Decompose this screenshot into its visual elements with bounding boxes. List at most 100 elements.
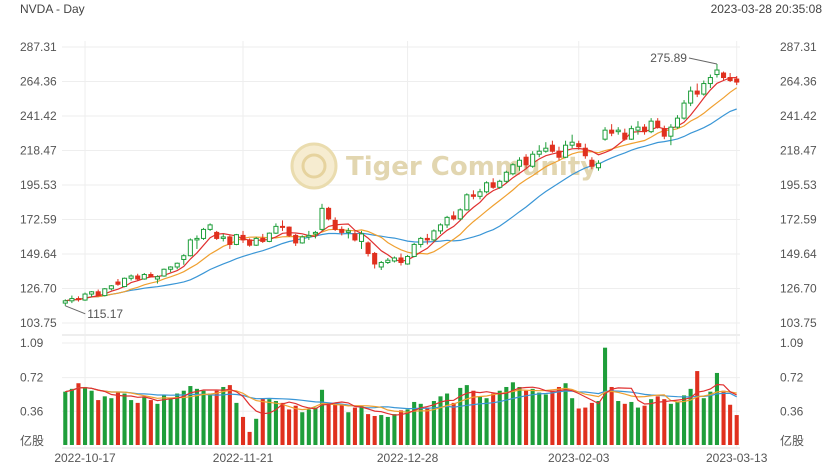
candle — [615, 127, 621, 135]
candle — [168, 266, 174, 273]
volume-bar — [214, 390, 219, 445]
candle-body — [128, 275, 134, 279]
candle-body — [556, 150, 562, 158]
volume-bar — [491, 393, 496, 445]
candle-body — [233, 234, 239, 245]
candle-body — [444, 216, 450, 226]
candle-body — [576, 143, 582, 148]
candle-body — [437, 224, 444, 232]
volume-bar — [412, 401, 417, 445]
volume-bar — [477, 396, 483, 445]
candle-body — [424, 237, 430, 241]
candle-body — [108, 285, 114, 290]
volume-bar — [385, 416, 390, 445]
candle-body — [734, 78, 740, 83]
candle-body — [75, 298, 81, 301]
candle — [200, 227, 207, 240]
candle-body — [220, 236, 226, 239]
candle — [286, 226, 292, 237]
candle-body — [595, 162, 602, 169]
candle — [714, 64, 720, 78]
price-tick-left: 172.59 — [20, 212, 57, 226]
candle — [240, 230, 246, 243]
candle — [121, 277, 128, 288]
candle — [95, 289, 101, 297]
volume-bar — [418, 403, 423, 445]
volume-unit-left: 亿股 — [20, 433, 44, 448]
high-label: 275.89 — [650, 51, 687, 65]
candle-body — [668, 126, 674, 137]
candle — [418, 236, 424, 248]
candle-body — [707, 77, 713, 85]
price-tick-left: 103.75 — [20, 316, 57, 330]
volume-bar — [635, 407, 641, 445]
candle-body — [312, 231, 318, 235]
chart-title: NVDA - Day — [20, 2, 85, 16]
volume-tick-left: 0.72 — [20, 371, 44, 385]
candle — [655, 118, 661, 129]
candle — [181, 254, 187, 265]
candle-body — [470, 194, 476, 197]
date-tick-label: 2022-12-28 — [377, 451, 439, 465]
candle — [497, 179, 503, 189]
volume-bar — [208, 393, 213, 445]
candle — [266, 232, 272, 243]
candle-body — [721, 72, 727, 79]
candle — [358, 230, 365, 249]
candle-body — [503, 171, 509, 182]
candle-body — [510, 164, 516, 175]
candle-body — [411, 243, 417, 257]
volume-bar — [372, 415, 377, 445]
volume-bar — [352, 407, 357, 445]
volume-bar — [543, 394, 548, 445]
candle — [707, 74, 713, 89]
candle-body — [635, 126, 641, 131]
volume-bar — [556, 386, 562, 445]
volume-bar — [313, 407, 318, 445]
candle — [306, 230, 312, 240]
candle — [661, 125, 667, 140]
candle-body — [549, 144, 555, 152]
volume-bar — [629, 401, 634, 445]
volume-bar — [155, 403, 160, 445]
volume-bar — [464, 385, 469, 445]
volume-bar — [142, 396, 147, 445]
candle — [227, 235, 233, 249]
candle — [398, 253, 404, 266]
candle-body — [227, 236, 233, 245]
volume-bar — [530, 388, 535, 445]
volume-bar — [339, 404, 344, 445]
volume-bar — [682, 395, 687, 445]
volume-bar — [267, 399, 272, 445]
candle — [457, 208, 463, 221]
candle-body — [464, 194, 470, 211]
candle-body — [174, 262, 180, 268]
candle — [89, 291, 95, 298]
candle — [352, 230, 358, 242]
volume-bar — [175, 393, 180, 445]
volume-bar — [82, 386, 88, 445]
candle — [75, 296, 81, 302]
ma10-line — [65, 87, 738, 302]
candle-body — [582, 147, 588, 157]
candle — [582, 143, 588, 159]
candle-body — [319, 207, 325, 230]
volume-bar — [293, 405, 298, 445]
candle — [174, 262, 180, 270]
low-marker-line — [65, 305, 86, 315]
candle-body — [115, 281, 121, 285]
candle-body — [168, 266, 174, 270]
candle — [595, 160, 602, 171]
candle-body — [648, 120, 654, 133]
volume-bar — [616, 401, 621, 445]
candle — [681, 100, 687, 120]
candle — [510, 163, 516, 176]
candle-body — [451, 215, 457, 220]
candle-body — [661, 128, 667, 137]
volume-bar — [471, 390, 476, 445]
volume-bar — [517, 386, 522, 445]
volume-bar — [622, 403, 627, 445]
candle-body — [200, 228, 207, 239]
candle-body — [688, 90, 694, 104]
